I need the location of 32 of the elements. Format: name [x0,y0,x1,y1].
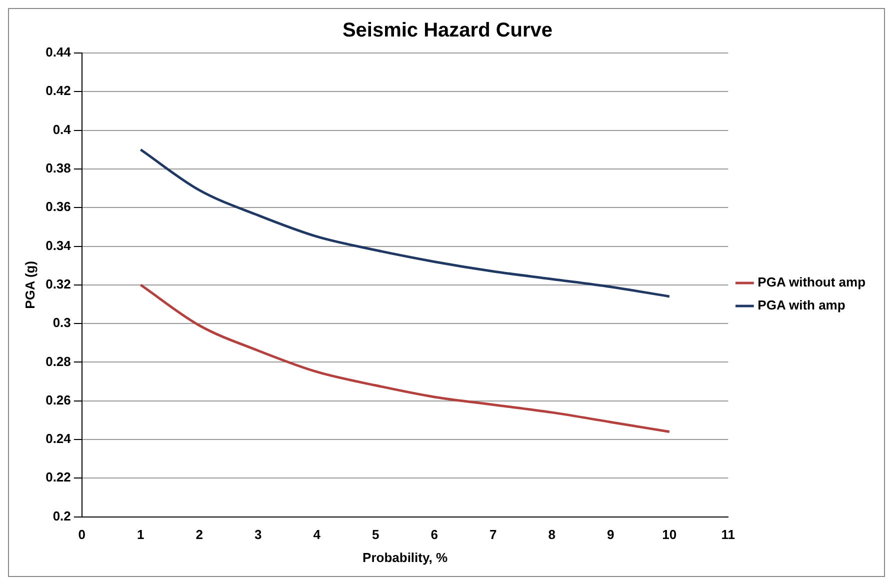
x-tick-label: 0 [78,527,86,542]
line-series [139,284,671,434]
y-tick-label: 0.32 [46,276,71,292]
x-tick-label: 2 [196,527,204,542]
y-tick-label: 0.38 [46,160,71,176]
y-tick-label: 0.28 [46,354,71,369]
y-tick-label: 0.22 [46,470,71,485]
x-tick-label: 10 [662,527,677,542]
line-series [139,148,671,298]
y-tick-label: 0.34 [46,238,72,253]
chart-title: Seismic Hazard Curve [342,20,553,42]
x-tick-label: 8 [548,527,556,542]
x-tick-label: 1 [137,527,144,542]
x-tick-label: 9 [607,527,614,542]
x-tick-label: 5 [372,527,380,542]
x-tick-label: 7 [490,527,497,542]
x-tick-label: 3 [254,527,262,542]
legend-label: PGA with amp [758,298,846,313]
y-tick-label: 0.42 [46,83,71,98]
y-tick-label: 0.26 [46,392,71,408]
y-tick-label: 0.24 [46,431,72,446]
x-axis-title: Probability, % [362,550,448,565]
legend-label: PGA without amp [758,274,866,290]
x-tick-label: 11 [721,527,736,542]
y-tick-label: 0.4 [52,122,72,137]
y-axis-title: PGA (g) [22,260,38,309]
y-tick-label: 0.36 [46,199,71,214]
x-tick-label: 4 [313,527,322,542]
y-tick-label: 0.44 [46,44,72,60]
y-tick-label: 0.3 [52,315,71,330]
x-tick-label: 6 [430,527,438,542]
y-tick-label: 0.2 [52,508,71,524]
